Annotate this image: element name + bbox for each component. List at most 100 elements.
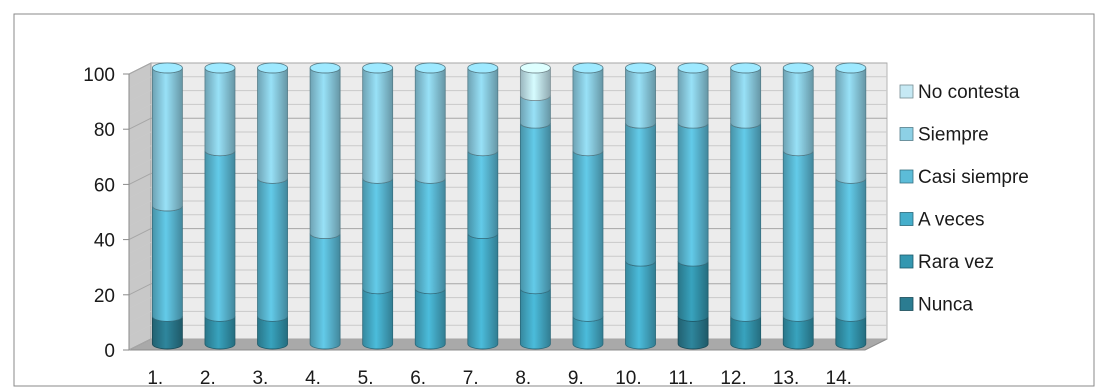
bar-segment-casi-siempre <box>151 205 183 322</box>
gridline-side <box>128 297 152 310</box>
gridline-side <box>128 145 152 158</box>
legend-item: No contesta <box>899 82 1020 103</box>
bar-segment-rara-vez <box>677 261 709 322</box>
legend-item: Casi siempre <box>899 167 1029 188</box>
gridline-side <box>128 324 152 337</box>
legend-label: Casi siempre <box>918 167 1029 188</box>
legend-item: Siempre <box>899 125 989 146</box>
legend-label: Rara vez <box>918 252 994 273</box>
x-tick-label: 2. <box>200 368 216 389</box>
x-tick-label: 8. <box>515 368 531 389</box>
legend-swatch <box>899 297 914 311</box>
gridline-side <box>128 172 152 185</box>
gridline-side <box>128 62 152 75</box>
legend-label: Siempre <box>918 125 989 146</box>
legend-swatch <box>899 127 914 141</box>
y-tick-label: 20 <box>94 286 115 307</box>
y-tick-label: 60 <box>94 175 115 196</box>
bar-segment-siempre <box>467 67 499 157</box>
legend-swatch <box>899 169 914 184</box>
bar-top <box>309 62 341 74</box>
x-tick-label: 6. <box>410 368 426 389</box>
bar-segment-casi-siempre <box>782 150 814 322</box>
bar-2 <box>204 62 236 350</box>
x-tick-label: 11. <box>668 368 693 389</box>
bar-segment-casi-siempre <box>414 178 446 295</box>
legend-item: A veces <box>899 210 985 231</box>
x-tick-label: 1. <box>147 368 163 389</box>
bar-segment-siempre <box>572 67 604 157</box>
bar-top <box>414 62 446 74</box>
bar-segment-casi-siempre <box>835 178 867 322</box>
bar-top <box>835 62 867 74</box>
y-tick-label: 0 <box>104 341 115 362</box>
bar-segment-siempre <box>309 67 341 239</box>
bar-1 <box>151 62 183 350</box>
bar-segment-casi-siempre <box>467 150 499 239</box>
bar-segment-siempre <box>362 67 394 184</box>
bar-top <box>519 62 551 74</box>
bar-top <box>362 62 394 74</box>
bar-segment-casi-siempre <box>362 178 394 295</box>
bar-10 <box>625 62 656 350</box>
bar-top <box>151 62 183 74</box>
gridline-side <box>128 103 152 116</box>
floor <box>128 338 888 351</box>
bar-segment-casi-siempre <box>572 150 604 322</box>
x-axis-ticks: 1. 2. 3. 4. 5. 6. 7. 8. 9. 10. 11. 12. 13. 14. <box>147 368 852 389</box>
bar-segment-siempre <box>625 67 656 129</box>
bar-5 <box>362 62 394 350</box>
legend-label: A veces <box>918 210 985 231</box>
x-tick-label: 9. <box>568 368 584 389</box>
legend-label: No contesta <box>918 82 1020 103</box>
x-tick-label: 10. <box>615 368 641 389</box>
bar-top <box>625 62 656 74</box>
y-tick-label: 100 <box>83 65 115 86</box>
bar-segment-a-veces <box>362 288 394 350</box>
x-tick-label: 3. <box>252 368 268 389</box>
y-tick-label: 80 <box>94 120 115 141</box>
gridline-side <box>128 310 152 323</box>
gridline-side <box>128 117 152 130</box>
x-tick-label: 12. <box>720 368 746 389</box>
x-tick-label: 13. <box>773 368 799 389</box>
bar-4 <box>309 62 341 350</box>
y-axis-ticks: 0 20 40 60 80 100 <box>83 65 130 362</box>
bar-7 <box>467 62 499 350</box>
bar-segment-siempre <box>414 67 446 184</box>
bar-segment-siempre <box>730 67 762 129</box>
legend: No contesta Siempre Casi siempre A veces Rar… <box>899 82 1029 316</box>
gridline-side <box>128 269 152 282</box>
bar-top <box>204 62 236 74</box>
bar-top <box>257 62 288 74</box>
bar-segment-casi-siempre <box>730 123 762 322</box>
chart-walls <box>128 62 888 351</box>
bar-segment-casi-siempre <box>257 178 288 322</box>
bar-11 <box>677 62 709 350</box>
bar-segment-a-veces <box>467 233 499 350</box>
legend-swatch <box>899 212 914 226</box>
bar-6 <box>414 62 446 350</box>
bar-top <box>467 62 499 74</box>
bar-segment-casi-siempre <box>309 233 341 350</box>
bar-segment-a-veces <box>414 288 446 350</box>
legend-item: Rara vez <box>899 252 994 273</box>
bar-3 <box>257 62 288 350</box>
bar-segment-casi-siempre <box>519 123 551 295</box>
x-tick-label: 14. <box>826 368 852 389</box>
bar-segment-siempre <box>151 67 183 212</box>
legend-swatch <box>899 84 914 99</box>
x-tick-label: 4. <box>305 368 321 389</box>
gridline-side <box>128 186 152 199</box>
bar-8 <box>519 62 551 350</box>
bar-9 <box>572 62 604 350</box>
gridline-side <box>128 200 152 213</box>
gridline-side <box>128 241 152 254</box>
bar-segment-siempre <box>835 67 867 184</box>
gridline-side <box>128 131 152 144</box>
bar-segment-siempre <box>204 67 236 157</box>
bar-segment-a-veces <box>519 288 551 350</box>
gridline-side <box>128 228 152 241</box>
y-tick-label: 40 <box>94 231 115 252</box>
